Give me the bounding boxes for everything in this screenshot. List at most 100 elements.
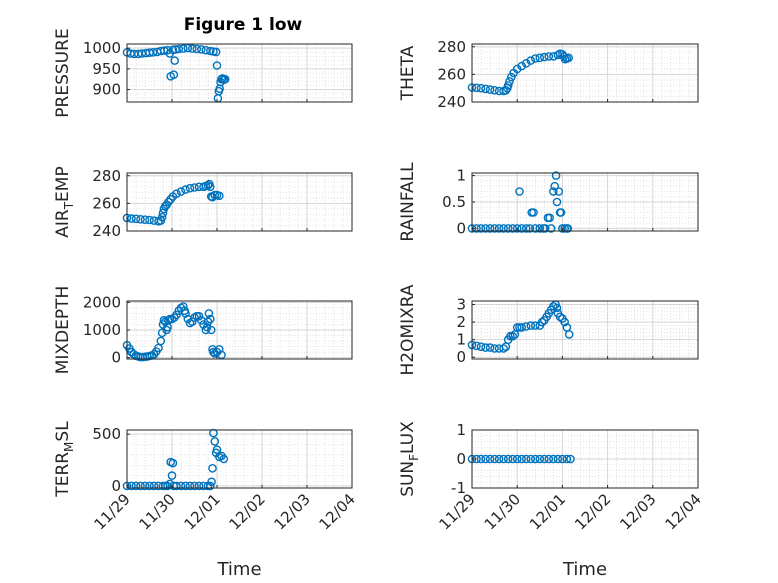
- data-point: [157, 328, 167, 338]
- data-point: [127, 214, 136, 223]
- y-tick-label: 1: [456, 331, 466, 349]
- data-point: [136, 214, 145, 224]
- data-point: [172, 481, 181, 491]
- data-point: [205, 314, 215, 324]
- data-point: [190, 481, 199, 491]
- data-point: [558, 454, 567, 464]
- y-tick-label: 0: [456, 219, 466, 237]
- data-point: [211, 47, 221, 57]
- y-axis-label-main: RAINFALL: [398, 162, 418, 242]
- data-point: [476, 342, 486, 352]
- y-tick-label: 950: [92, 60, 121, 78]
- data-point: [136, 481, 145, 491]
- data-point: [170, 56, 179, 65]
- data-point: [206, 325, 216, 335]
- data-point: [544, 454, 554, 464]
- data-point: [181, 185, 190, 194]
- axes-box: [471, 300, 699, 360]
- y-tick-label: -1: [451, 479, 466, 497]
- y-axis-label-main: PRESSURE: [53, 28, 73, 117]
- data-point: [485, 454, 495, 464]
- data-point: [145, 481, 154, 491]
- data-point: [204, 309, 214, 318]
- data-point: [540, 454, 549, 464]
- data-point: [210, 437, 220, 446]
- data-point: [552, 303, 562, 313]
- data-point: [490, 344, 499, 353]
- data-point: [517, 323, 527, 332]
- data-point: [208, 463, 217, 473]
- data-point: [512, 224, 522, 233]
- data-point: [192, 44, 202, 54]
- data-point: [550, 181, 560, 191]
- data-point: [481, 454, 490, 464]
- data-point: [169, 70, 179, 79]
- subplot-theta: 240 260 280 THETA: [398, 38, 699, 111]
- axes-box: [471, 43, 699, 103]
- data-point: [205, 481, 215, 491]
- data-point: [564, 53, 574, 63]
- y-tick-label: 1000: [83, 321, 121, 339]
- data-point: [490, 454, 499, 464]
- y-tick-label: 260: [92, 194, 121, 212]
- y-tick-label: 280: [437, 38, 466, 56]
- data-point: [190, 183, 199, 192]
- subplot-air-temp: 240 260 280 AIRTEMP: [53, 166, 353, 240]
- data-point: [214, 191, 224, 201]
- data-point: [545, 213, 555, 223]
- y-axis-label: H2OMIXRA: [398, 284, 418, 375]
- data-point: [194, 481, 204, 491]
- data-point: [552, 197, 562, 207]
- data-point: [490, 86, 499, 95]
- data-point: [172, 310, 181, 320]
- data-point: [546, 224, 556, 233]
- data-point: [185, 183, 195, 193]
- data-point: [494, 454, 504, 464]
- data-point: [172, 189, 181, 198]
- data-point: [562, 454, 572, 464]
- data-series: [467, 171, 573, 233]
- data-point: [540, 52, 549, 62]
- subplot-pressure: 900 950 1000 PRESSURE: [53, 28, 353, 118]
- data-point: [503, 224, 513, 233]
- data-point: [517, 454, 527, 464]
- data-point: [476, 83, 486, 93]
- data-point: [517, 61, 527, 71]
- y-tick-label: 0: [456, 450, 466, 468]
- y-tick-label: 260: [437, 65, 466, 83]
- data-point: [187, 44, 197, 53]
- data-point: [205, 46, 215, 56]
- data-point: [499, 344, 508, 353]
- data-point: [535, 224, 545, 233]
- data-point: [205, 182, 215, 192]
- data-point: [176, 481, 186, 491]
- y-tick-label: 900: [92, 81, 121, 99]
- data-point: [181, 481, 190, 491]
- minor-grid: [127, 301, 352, 359]
- y-tick-label: 0.5: [442, 193, 466, 211]
- major-grid: [472, 301, 698, 359]
- data-point: [156, 336, 166, 346]
- data-point: [485, 343, 495, 352]
- y-axis-label: SUNFLUX: [398, 421, 421, 497]
- minor-grid: [472, 301, 698, 359]
- data-point: [506, 72, 516, 82]
- data-point: [503, 81, 513, 90]
- y-axis-label: MIXDEPTH: [53, 286, 73, 375]
- data-point: [535, 53, 545, 63]
- data-series: [122, 43, 230, 103]
- axes-box: [126, 43, 353, 103]
- data-point: [157, 212, 167, 222]
- data-point: [512, 64, 522, 74]
- data-point: [540, 224, 550, 233]
- y-tick-label: 240: [92, 222, 121, 240]
- data-point: [551, 171, 561, 180]
- data-point: [501, 86, 511, 95]
- data-point: [476, 224, 486, 233]
- minor-grid: [472, 429, 698, 488]
- plot-area: [127, 173, 352, 231]
- data-point: [508, 454, 518, 464]
- data-point: [526, 56, 536, 65]
